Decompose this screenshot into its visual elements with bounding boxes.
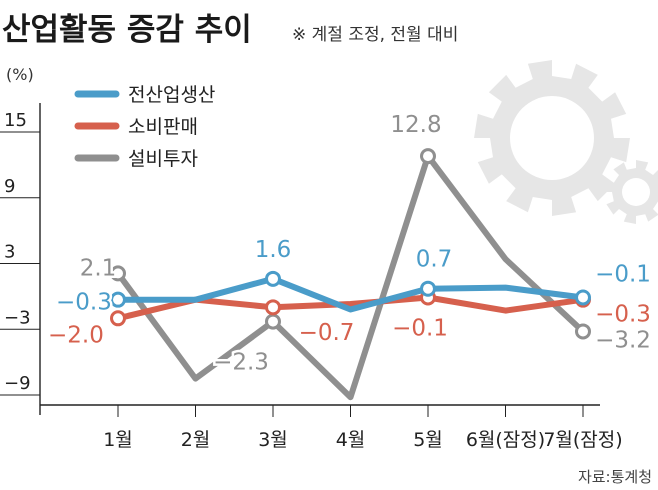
data-point-facility-investment [575, 323, 591, 340]
y-tick-label: −9 [4, 373, 31, 394]
chart-title: 산업활동 증감 추이 [2, 12, 252, 48]
y-tick-label: 9 [4, 176, 15, 197]
gear-hub-large [510, 96, 594, 180]
x-tick-label: 5월 [413, 429, 443, 451]
data-label-facility-investment: −3.2 [595, 327, 651, 353]
series-line-facility-investment [115, 153, 586, 401]
x-tick-label: 3월 [258, 429, 288, 451]
data-point-total-production [575, 289, 591, 306]
legend-label-total-production: 전산업생산 [128, 84, 215, 106]
y-tick-label: 3 [4, 242, 15, 263]
series-layer [110, 148, 591, 401]
data-point-total-production [110, 291, 126, 308]
legend-label-facility-investment: 설비투자 [128, 148, 198, 170]
y-tick-label: 15 [4, 110, 27, 131]
y-axis-unit: (%) [6, 65, 34, 84]
data-label-facility-investment: −2.3 [213, 350, 269, 376]
data-point-facility-investment [420, 148, 436, 165]
data-point-total-production [420, 280, 436, 297]
data-point-retail-sales [110, 310, 126, 327]
x-tick-label: 6월(잠정) [466, 429, 545, 451]
legend-label-retail-sales: 소비판매 [128, 116, 198, 138]
source-note: 자료:통계청 [578, 468, 652, 486]
data-point-retail-sales [265, 299, 281, 316]
data-labels: −0.3 1.6 0.7 −0.1 −2.0 −0.7 −0.1 −0.3 2.1 −2.3 12.… [46, 110, 654, 378]
data-point-total-production [265, 270, 281, 287]
data-label-total-production: −0.1 [595, 261, 651, 287]
data-label-retail-sales: −0.1 [392, 315, 448, 341]
data-label-retail-sales: −0.3 [595, 302, 651, 328]
data-label-facility-investment: 2.1 [80, 255, 117, 281]
gear-icon [474, 60, 658, 224]
x-tick-label: 4월 [336, 429, 366, 451]
y-tick-label: −3 [4, 307, 31, 328]
x-tick-label: 7월(잠정) [543, 429, 622, 451]
data-label-retail-sales: −2.0 [48, 322, 104, 348]
series-line-total-production [115, 275, 586, 313]
chart-note: ※ 계절 조정, 전월 대비 [292, 25, 458, 45]
data-label-total-production: −0.3 [56, 290, 112, 316]
x-ticks: 1월 2월 3월 4월 5월 6월(잠정)7월(잠정) [103, 405, 623, 451]
x-tick-label: 1월 [103, 429, 133, 451]
data-label-facility-investment: 12.8 [390, 112, 441, 138]
x-tick-label: 2월 [181, 429, 211, 451]
y-ticks: 15 9 3 −3 −9 [0, 110, 40, 396]
data-label-total-production: 0.7 [416, 247, 453, 273]
data-point-facility-investment [265, 313, 281, 330]
data-label-total-production: 1.6 [255, 237, 292, 263]
data-point-facility-investment [110, 265, 126, 282]
gear-hub-small [622, 178, 650, 206]
data-label-retail-sales: −0.7 [299, 320, 355, 346]
